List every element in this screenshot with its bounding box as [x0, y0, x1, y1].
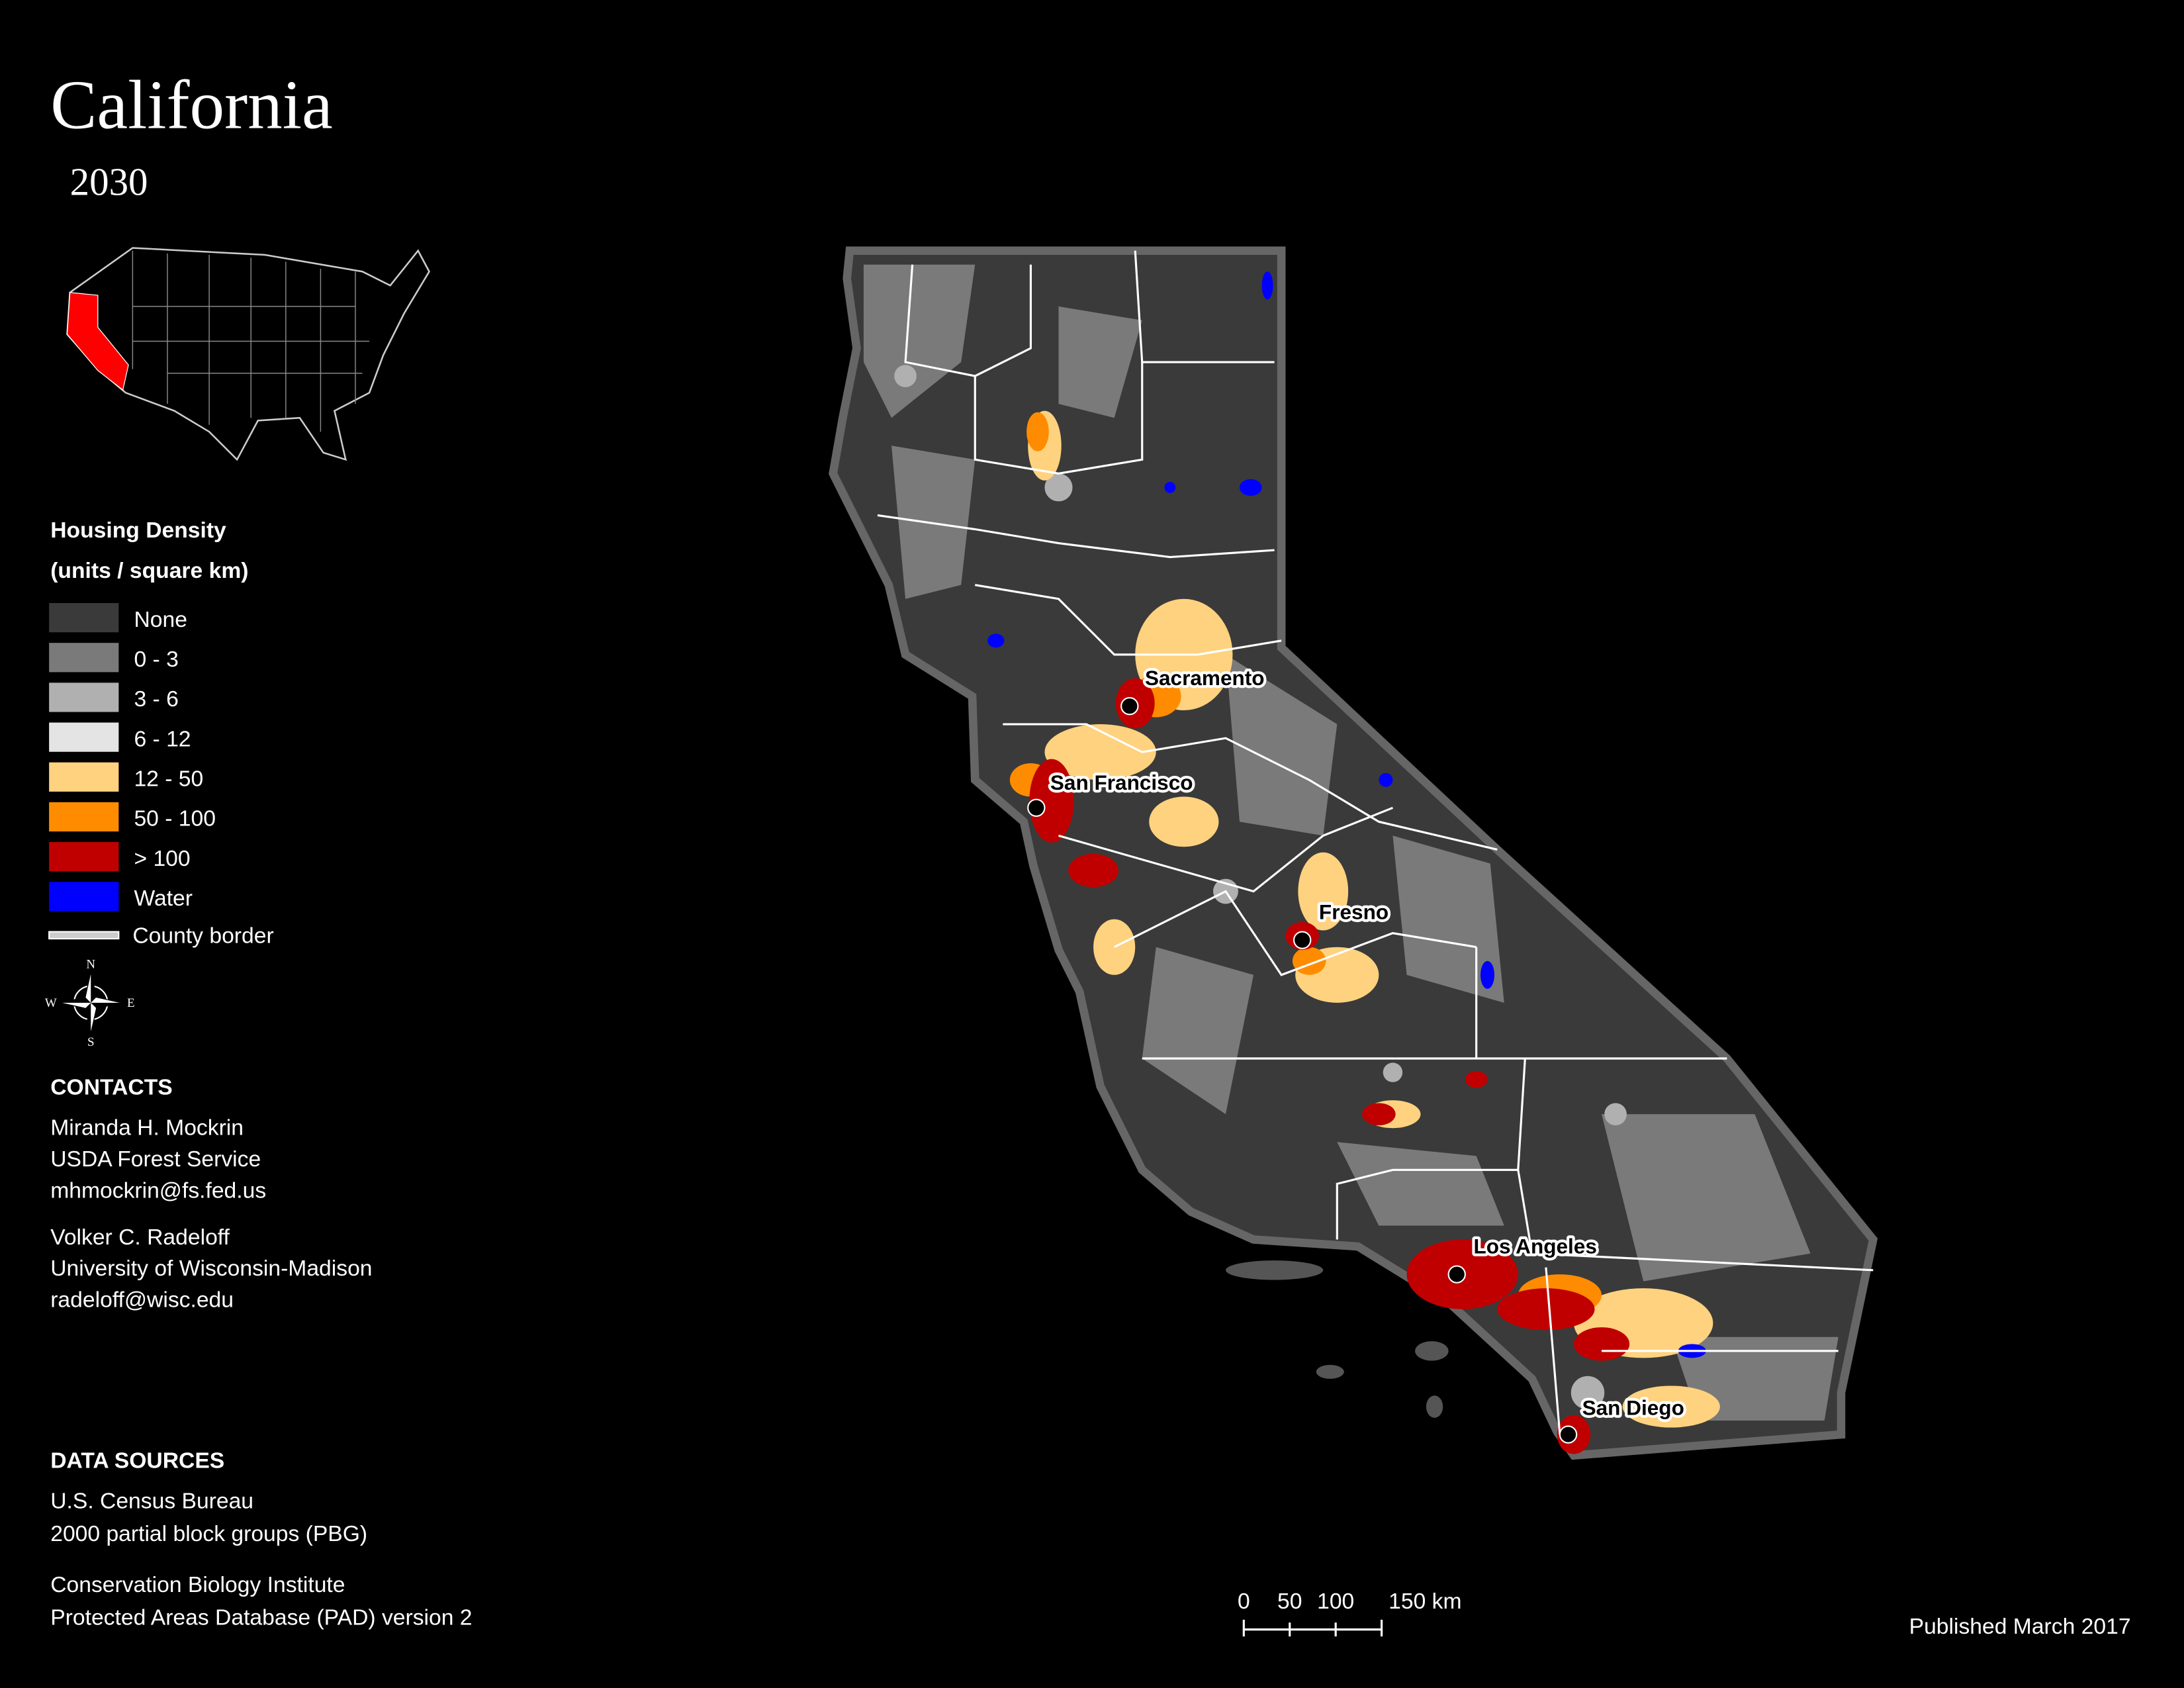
urban-areas	[1029, 678, 1630, 1454]
contact-line: radeloff@wisc.edu	[50, 1288, 234, 1313]
city-dot	[1120, 697, 1139, 716]
compass-s: S	[87, 1035, 95, 1049]
legend-label: 50 - 100	[134, 807, 216, 831]
city-label: Los Angeles	[1473, 1235, 1596, 1258]
legend-swatch	[49, 682, 119, 712]
contact-line: Miranda H. Mockrin	[50, 1116, 244, 1141]
contact-line: Volker C. Radeloff	[50, 1225, 230, 1250]
contact-line: mhmockrin@fs.fed.us	[50, 1178, 266, 1203]
subtitle: 2030	[70, 161, 148, 204]
city-dot	[1027, 798, 1046, 817]
legend-label: Water	[134, 886, 193, 911]
legend-swatch	[49, 762, 119, 792]
scale-label: 100	[1317, 1589, 1354, 1614]
legend-label: 3 - 6	[134, 687, 178, 712]
compass-n: N	[86, 957, 95, 971]
source-line: U.S. Census Bureau	[50, 1489, 253, 1514]
legend-label: 6 - 12	[134, 727, 191, 751]
legend-label: 0 - 3	[134, 647, 178, 672]
city-label: San Francisco	[1050, 771, 1193, 794]
us-inset	[66, 247, 430, 461]
us-outline	[66, 247, 430, 461]
city-dot	[1559, 1425, 1578, 1444]
compass: N E S W	[45, 957, 135, 1049]
data-sources: U.S. Census Bureau 2000 partial block gro…	[50, 1489, 472, 1630]
legend-swatch	[49, 882, 119, 912]
county-borders	[877, 250, 1874, 1435]
source-line: 2000 partial block groups (PBG)	[50, 1522, 367, 1546]
cities: Sacramento San Francisco Fresno Los Angeles…	[1027, 663, 1687, 1444]
compass-e: E	[127, 996, 135, 1010]
legend-label: > 100	[134, 847, 190, 871]
legend-subtitle: (units / square km)	[50, 559, 248, 583]
city-dot	[1293, 931, 1312, 949]
legend-label: 12 - 50	[134, 767, 203, 791]
scale-line	[1242, 1619, 1383, 1637]
published: Published March 2017	[1909, 1615, 2131, 1639]
legend-swatch	[49, 802, 119, 832]
legend-swatch	[49, 643, 119, 673]
legend-label: None	[134, 608, 187, 632]
california-highlight	[66, 292, 129, 391]
city-label: San Diego	[1582, 1396, 1684, 1420]
contact-line: USDA Forest Service	[50, 1147, 261, 1172]
source-line: Protected Areas Database (PAD) version 2	[50, 1605, 472, 1630]
contacts: Miranda H. Mockrin USDA Forest Service mhm…	[50, 1116, 372, 1313]
scale-label: 150 km	[1388, 1589, 1461, 1614]
california-map	[829, 246, 1878, 1460]
title: California	[50, 66, 332, 144]
islands	[1225, 1260, 1449, 1418]
water-bodies	[987, 271, 1706, 1358]
scale-label: 50	[1277, 1589, 1302, 1614]
contacts-heading: CONTACTS	[50, 1076, 172, 1100]
city-label: Fresno	[1319, 900, 1388, 924]
legend-label: County border	[132, 923, 273, 948]
legend-swatch	[49, 603, 119, 633]
legend-title: Housing Density	[50, 518, 226, 543]
source-line: Conservation Biology Institute	[50, 1573, 345, 1597]
legend-swatch	[49, 722, 119, 752]
scale-label: 0	[1238, 1589, 1250, 1614]
compass-w: W	[45, 996, 57, 1010]
legend-swatch	[49, 842, 119, 872]
sources-heading: DATA SOURCES	[50, 1449, 224, 1474]
city-dot	[1447, 1265, 1466, 1284]
legend-items: None 0 - 3 3 - 6 6 - 12 12 - 50 50 - 100 > 100…	[49, 603, 216, 912]
scale-bar: 0 50 100 150 km	[1238, 1589, 1462, 1637]
contact-line: University of Wisconsin-Madison	[50, 1256, 372, 1281]
city-label: Sacramento	[1145, 666, 1265, 690]
legend: Housing Density (units / square km) None…	[48, 518, 274, 948]
border-swatch	[48, 931, 120, 940]
